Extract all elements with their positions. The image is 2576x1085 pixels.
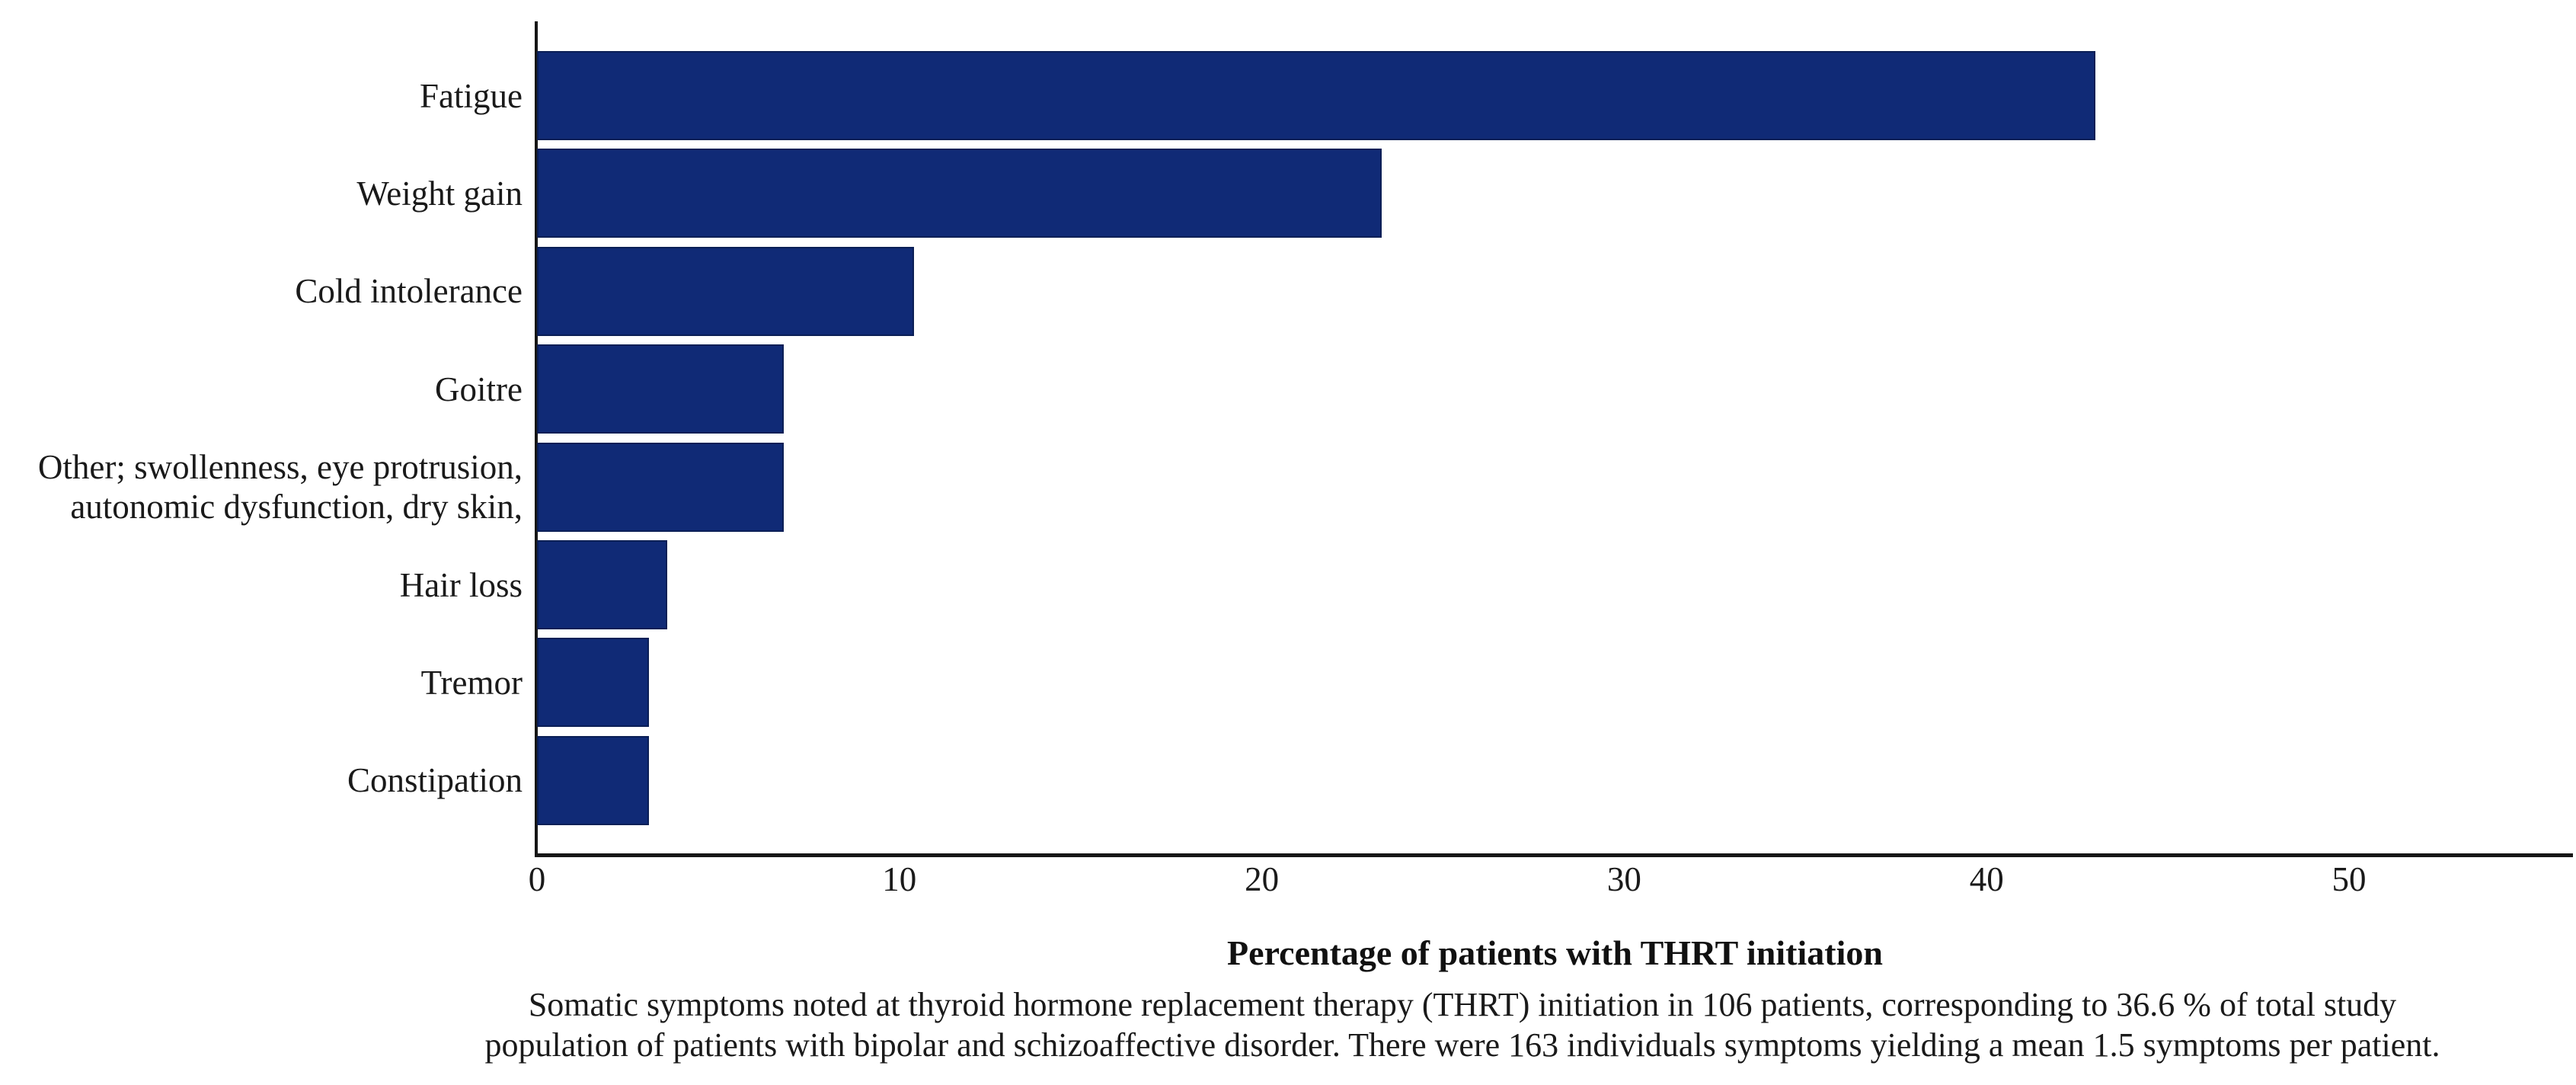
x-tick-label: 0 — [528, 860, 546, 898]
x-axis-line — [535, 853, 2573, 857]
bar — [537, 51, 2095, 140]
category-label: Cold intolerance — [295, 272, 523, 311]
x-tick-label: 50 — [2332, 860, 2367, 898]
x-tick-label: 40 — [1969, 860, 2004, 898]
bar — [537, 540, 667, 629]
category-label: Hair loss — [399, 565, 523, 604]
figure-caption-line-2: population of patients with bipolar and … — [484, 1026, 2440, 1064]
category-label: Fatigue — [420, 76, 523, 115]
bar — [537, 442, 784, 532]
bar — [537, 735, 649, 825]
figure-caption: Somatic symptoms noted at thyroid hormon… — [320, 984, 2576, 1065]
x-axis-title: Percentage of patients with THRT initiat… — [1227, 933, 1883, 972]
category-label: Constipation — [347, 761, 523, 800]
figure-caption-line-1: Somatic symptoms noted at thyroid hormon… — [528, 986, 2397, 1023]
x-tick-label: 20 — [1245, 860, 1280, 898]
bar — [537, 344, 784, 434]
bar — [537, 246, 914, 336]
x-tick-label: 10 — [882, 860, 917, 898]
category-label: Other; swollenness, eye protrusion, auto… — [37, 448, 523, 526]
bar — [537, 149, 1382, 238]
category-label: Weight gain — [356, 174, 523, 213]
x-tick-label: 30 — [1606, 860, 1641, 898]
category-label: Goitre — [435, 370, 523, 408]
category-label: Tremor — [420, 663, 523, 702]
y-axis-line — [535, 21, 538, 856]
bar — [537, 638, 649, 728]
